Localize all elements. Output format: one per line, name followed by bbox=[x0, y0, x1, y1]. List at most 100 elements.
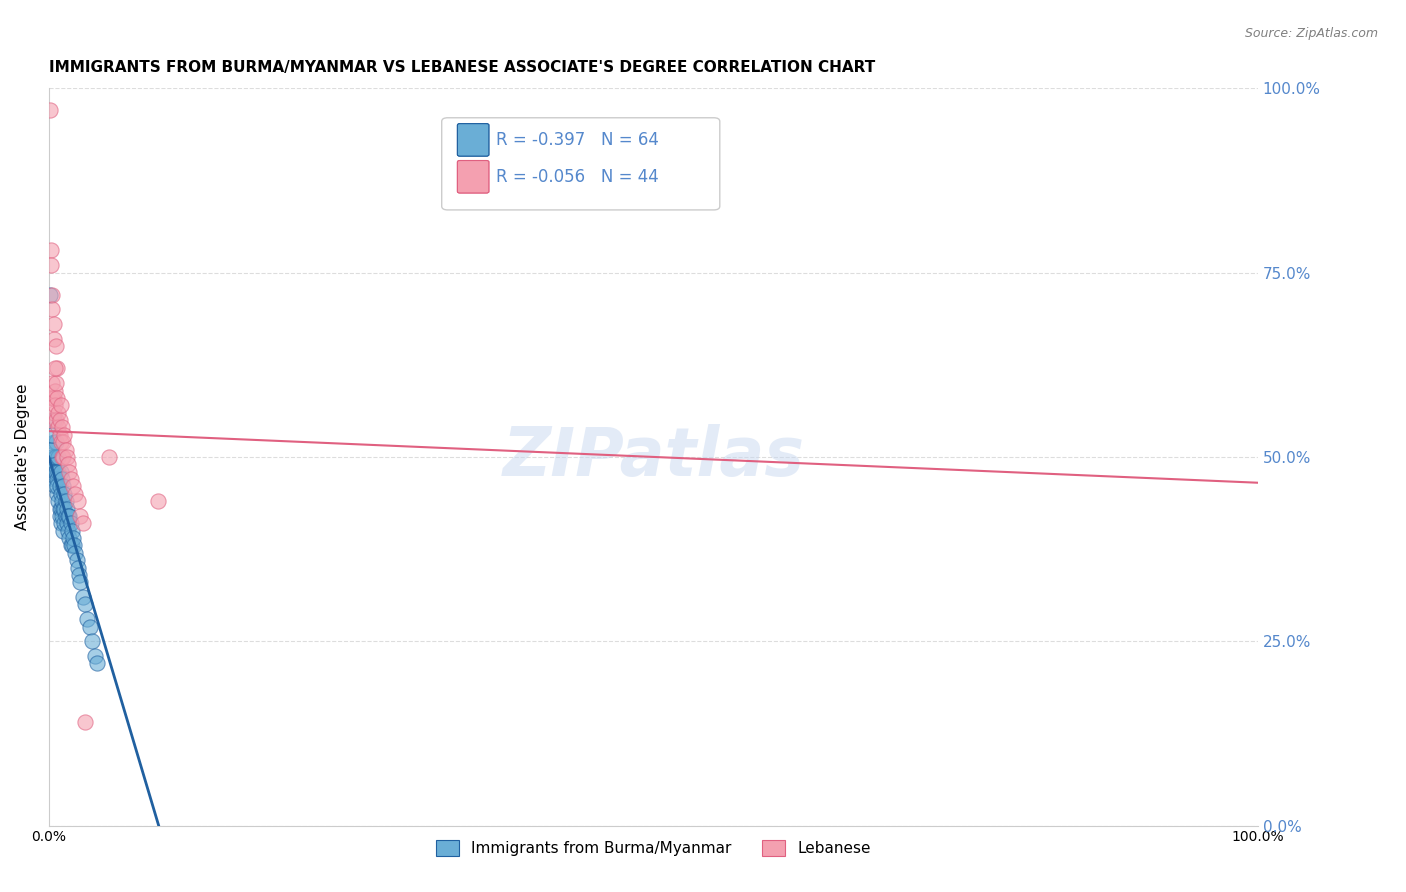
Point bbox=[55, 442, 77, 457]
Point bbox=[51, 494, 73, 508]
Point bbox=[45, 465, 67, 479]
Point bbox=[41, 458, 63, 472]
Point bbox=[67, 568, 90, 582]
Point bbox=[51, 450, 73, 464]
Point bbox=[39, 465, 62, 479]
Point bbox=[53, 487, 76, 501]
Point bbox=[69, 508, 91, 523]
Point bbox=[76, 612, 98, 626]
Point bbox=[58, 465, 80, 479]
Legend: Immigrants from Burma/Myanmar, Lebanese: Immigrants from Burma/Myanmar, Lebanese bbox=[430, 834, 877, 863]
Point bbox=[41, 376, 63, 391]
Point bbox=[42, 317, 65, 331]
Point bbox=[56, 524, 79, 538]
Point bbox=[52, 450, 75, 464]
Point bbox=[49, 516, 72, 531]
Point bbox=[82, 634, 104, 648]
Point bbox=[45, 376, 67, 391]
Point bbox=[48, 465, 70, 479]
Point bbox=[44, 398, 66, 412]
Point bbox=[39, 258, 62, 272]
Point bbox=[45, 435, 67, 450]
Point bbox=[48, 427, 70, 442]
Point bbox=[48, 494, 70, 508]
Point bbox=[83, 648, 105, 663]
Text: ZIPatlas: ZIPatlas bbox=[502, 424, 804, 490]
Point bbox=[41, 450, 63, 464]
Point bbox=[66, 560, 89, 574]
Point bbox=[48, 413, 70, 427]
Point bbox=[48, 406, 70, 420]
Point bbox=[45, 413, 67, 427]
Point bbox=[60, 538, 83, 552]
Point bbox=[48, 450, 70, 464]
Point bbox=[42, 472, 65, 486]
Point bbox=[58, 508, 80, 523]
Point bbox=[65, 546, 87, 560]
Point bbox=[46, 361, 69, 376]
Point bbox=[41, 427, 63, 442]
Point bbox=[53, 427, 76, 442]
Point bbox=[146, 494, 169, 508]
Point bbox=[39, 244, 62, 258]
Y-axis label: Associate's Degree: Associate's Degree bbox=[15, 384, 30, 530]
Point bbox=[48, 420, 70, 434]
Point bbox=[46, 479, 69, 493]
Point bbox=[73, 715, 96, 730]
Point bbox=[69, 575, 91, 590]
Point bbox=[48, 501, 70, 516]
Point bbox=[72, 590, 94, 604]
Point bbox=[44, 465, 66, 479]
Point bbox=[59, 472, 82, 486]
Point bbox=[63, 538, 86, 552]
Point bbox=[59, 538, 82, 552]
Point bbox=[65, 553, 87, 567]
Point bbox=[56, 516, 79, 531]
Point bbox=[42, 413, 65, 427]
Point bbox=[42, 332, 65, 346]
Point bbox=[46, 472, 69, 486]
Point bbox=[42, 435, 65, 450]
Point bbox=[56, 458, 79, 472]
Point bbox=[98, 450, 121, 464]
FancyBboxPatch shape bbox=[441, 118, 720, 210]
Point bbox=[53, 501, 76, 516]
Point bbox=[49, 398, 72, 412]
Point bbox=[53, 516, 76, 531]
Point bbox=[49, 465, 72, 479]
Point bbox=[39, 287, 62, 301]
Point bbox=[58, 531, 80, 545]
Point bbox=[60, 524, 83, 538]
Point bbox=[72, 516, 94, 531]
Point bbox=[46, 391, 69, 405]
Point bbox=[49, 501, 72, 516]
Point bbox=[59, 516, 82, 531]
Text: R = -0.056   N = 44: R = -0.056 N = 44 bbox=[496, 168, 659, 186]
Point bbox=[65, 487, 87, 501]
Point bbox=[45, 450, 67, 464]
Text: IMMIGRANTS FROM BURMA/MYANMAR VS LEBANESE ASSOCIATE'S DEGREE CORRELATION CHART: IMMIGRANTS FROM BURMA/MYANMAR VS LEBANES… bbox=[49, 60, 875, 75]
Point bbox=[52, 435, 75, 450]
Point bbox=[73, 598, 96, 612]
Point bbox=[42, 391, 65, 405]
Point bbox=[45, 339, 67, 353]
Point bbox=[52, 501, 75, 516]
Point bbox=[44, 479, 66, 493]
Point bbox=[48, 479, 70, 493]
Point bbox=[51, 508, 73, 523]
Point bbox=[56, 508, 79, 523]
Point bbox=[44, 450, 66, 464]
Text: Source: ZipAtlas.com: Source: ZipAtlas.com bbox=[1244, 27, 1378, 40]
Point bbox=[49, 487, 72, 501]
Point bbox=[48, 508, 70, 523]
Point bbox=[41, 302, 63, 317]
Point bbox=[42, 406, 65, 420]
Point bbox=[79, 619, 101, 633]
Point bbox=[55, 508, 77, 523]
Point bbox=[56, 450, 79, 464]
Text: R = -0.397   N = 64: R = -0.397 N = 64 bbox=[496, 131, 659, 149]
Point bbox=[62, 531, 84, 545]
Point bbox=[41, 287, 63, 301]
Point bbox=[56, 501, 79, 516]
Point bbox=[39, 413, 62, 427]
